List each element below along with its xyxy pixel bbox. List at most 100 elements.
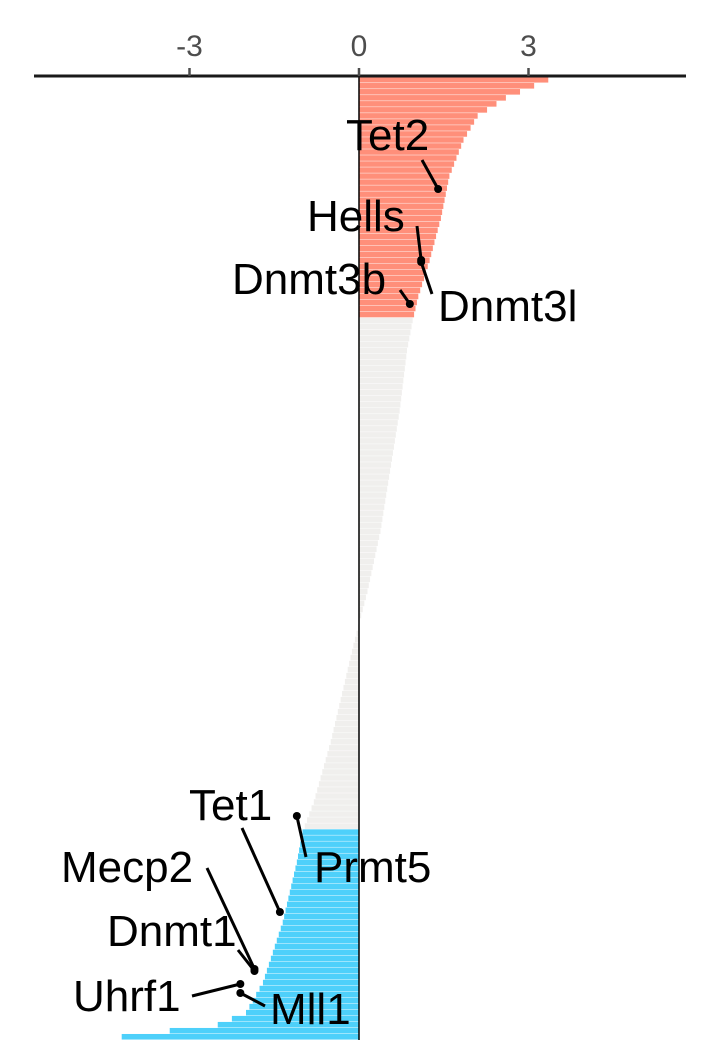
- point-uhrf1: [236, 980, 245, 988]
- bar: [285, 907, 359, 914]
- bar: [286, 901, 359, 908]
- bar: [359, 107, 488, 113]
- tick-label: 0: [351, 30, 368, 63]
- gene-label-hells: Hells: [307, 192, 405, 241]
- bar: [346, 672, 359, 679]
- leader-line-prmt5: [295, 815, 308, 858]
- gene-label-uhrf1: Uhrf1: [73, 972, 181, 1021]
- bar: [353, 642, 359, 649]
- bar: [359, 263, 428, 270]
- bar: [359, 131, 468, 137]
- x-axis-ticks: -3 0 3: [176, 30, 537, 76]
- bar: [309, 811, 359, 817]
- bar: [359, 588, 368, 595]
- bar: [354, 636, 359, 643]
- bar: [327, 751, 359, 757]
- bar: [252, 997, 359, 1004]
- bar: [317, 787, 359, 793]
- bar: [359, 185, 447, 191]
- bar: [359, 426, 397, 432]
- bar: [359, 245, 433, 252]
- bar: [359, 408, 400, 414]
- bar: [350, 654, 359, 661]
- bar: [359, 257, 430, 264]
- bar: [359, 179, 449, 185]
- gene-label-tet2: Tet2: [346, 111, 429, 160]
- bar: [268, 961, 359, 968]
- bar: [359, 101, 497, 107]
- bar: [359, 233, 437, 240]
- point-mll1: [236, 989, 245, 997]
- bar: [359, 486, 388, 492]
- bar: [351, 648, 359, 655]
- leader-line-tet2: [420, 159, 440, 190]
- bar: [246, 1009, 359, 1016]
- bar: [359, 335, 410, 342]
- bar: [259, 985, 359, 992]
- leader-line-tet1: [240, 827, 282, 913]
- gene-label-tet1: Tet1: [189, 781, 272, 830]
- bar: [332, 733, 359, 739]
- tick-label: 3: [520, 30, 537, 63]
- bar: [342, 690, 359, 697]
- bar: [315, 793, 359, 799]
- bar: [359, 456, 392, 462]
- bar: [336, 714, 359, 721]
- tick-label: -3: [176, 30, 203, 63]
- gene-label-dnmt1: Dnmt1: [107, 907, 237, 956]
- bar: [359, 329, 411, 336]
- bar: [359, 125, 471, 131]
- bar: [349, 660, 359, 667]
- bar: [359, 510, 384, 516]
- bar: [359, 606, 363, 613]
- bar: [266, 967, 359, 974]
- bar: [359, 534, 380, 540]
- bar: [297, 853, 359, 859]
- bar: [359, 281, 423, 288]
- bar: [272, 949, 359, 956]
- bar: [359, 552, 376, 559]
- bar: [359, 95, 506, 101]
- bar: [169, 1027, 359, 1034]
- bar: [262, 979, 359, 986]
- bar: [359, 269, 426, 276]
- bar-series: [121, 77, 549, 1040]
- bar: [339, 702, 359, 709]
- bar: [334, 721, 359, 727]
- bar: [296, 859, 359, 866]
- bar: [299, 847, 359, 853]
- bar: [278, 931, 359, 938]
- bar: [359, 414, 399, 420]
- bar: [359, 173, 450, 179]
- gene-label-dnmt3b: Dnmt3b: [232, 255, 386, 304]
- leader-line-uhrf1: [191, 982, 241, 998]
- bar: [359, 504, 385, 510]
- bar: [359, 522, 382, 528]
- bar: [359, 528, 381, 534]
- leader-line-mll1: [239, 991, 266, 1008]
- bar: [288, 895, 360, 902]
- bar: [359, 359, 406, 366]
- bar: [323, 763, 359, 769]
- bar: [294, 871, 359, 878]
- bar: [359, 341, 409, 348]
- bar: [291, 883, 359, 890]
- bar: [359, 600, 365, 607]
- bar: [347, 666, 359, 673]
- bar: [359, 540, 378, 547]
- bar: [282, 919, 359, 926]
- bar: [359, 305, 416, 312]
- bar: [231, 1015, 360, 1022]
- gene-label-mll1: Mll1: [270, 985, 351, 1034]
- bar: [359, 438, 395, 444]
- bar: [256, 991, 359, 998]
- bar: [359, 516, 383, 522]
- bar: [359, 395, 402, 402]
- bar: [329, 745, 359, 751]
- bar: [311, 805, 359, 811]
- point-tet2: [434, 185, 443, 193]
- bar: [359, 239, 435, 246]
- bar: [359, 311, 415, 318]
- bar: [320, 775, 359, 781]
- point-dnmt1: [250, 967, 259, 975]
